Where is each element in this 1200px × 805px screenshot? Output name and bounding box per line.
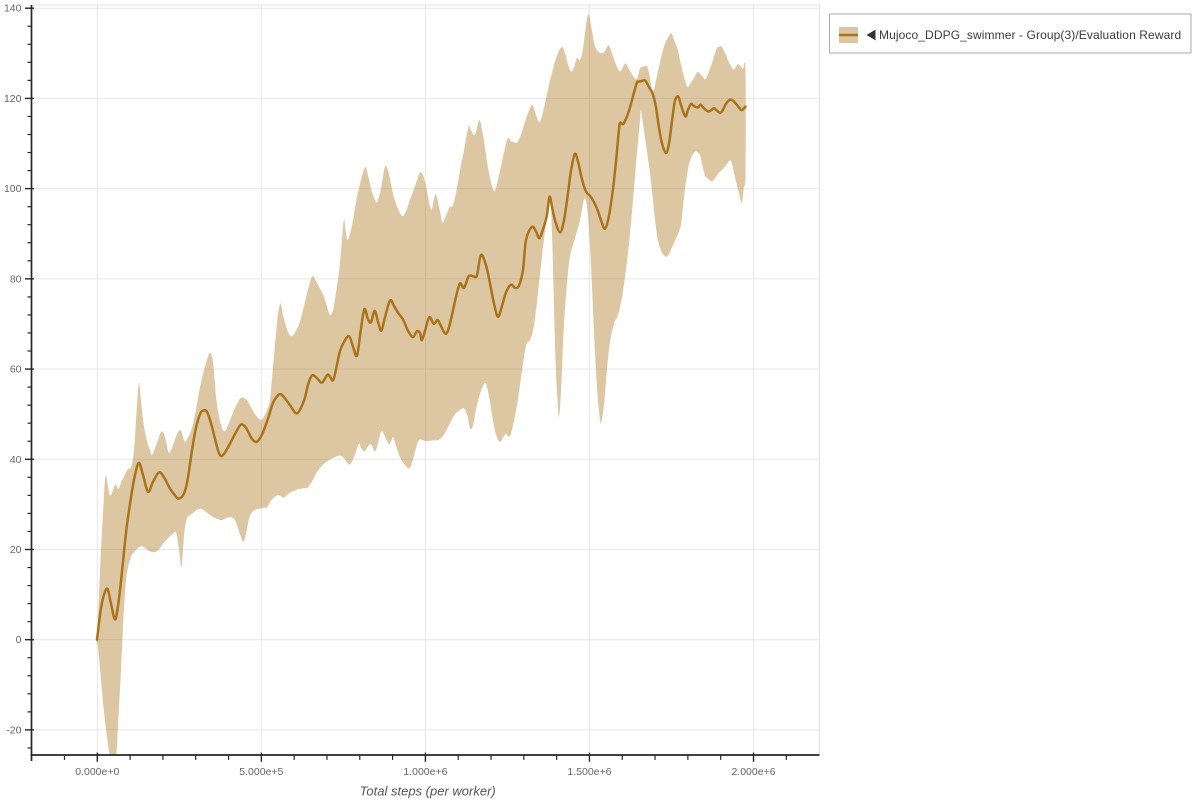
svg-text:40: 40 — [10, 454, 22, 466]
svg-text:80: 80 — [10, 273, 22, 285]
svg-text:Total steps (per worker): Total steps (per worker) — [360, 784, 496, 799]
svg-text:60: 60 — [10, 364, 22, 376]
svg-text:140: 140 — [4, 3, 22, 15]
svg-text:1.000e+6: 1.000e+6 — [403, 766, 447, 778]
svg-text:120: 120 — [4, 93, 22, 105]
svg-text:20: 20 — [10, 544, 22, 556]
svg-text:1.500e+6: 1.500e+6 — [567, 766, 611, 778]
svg-text:0.000e+0: 0.000e+0 — [75, 766, 119, 778]
svg-text:0: 0 — [16, 634, 22, 646]
svg-text:100: 100 — [4, 183, 22, 195]
svg-text:2.000e+6: 2.000e+6 — [731, 766, 775, 778]
svg-text:-20: -20 — [6, 724, 21, 736]
svg-text:5.000e+5: 5.000e+5 — [239, 766, 283, 778]
svg-text:Mujoco_DDPG_swimmer - Group(3): Mujoco_DDPG_swimmer - Group(3)/Evaluatio… — [879, 28, 1181, 42]
